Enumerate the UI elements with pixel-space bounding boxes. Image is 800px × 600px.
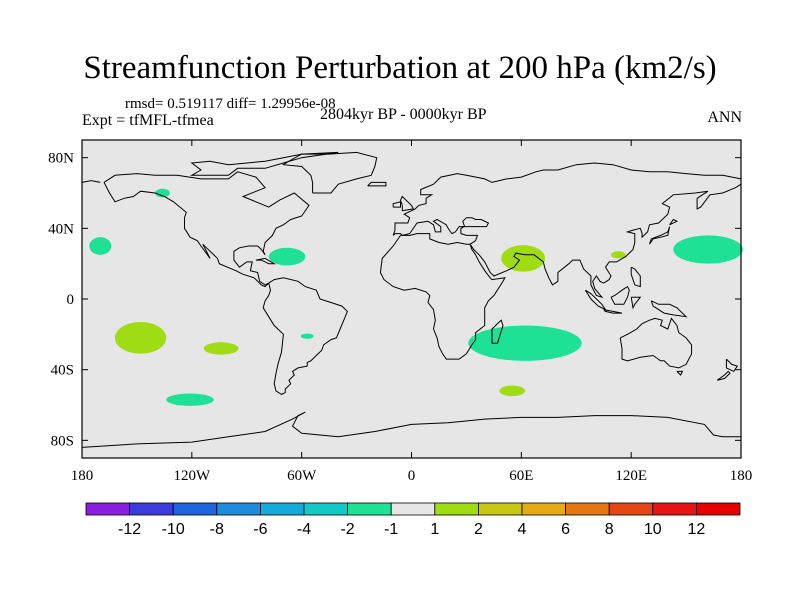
anomaly-patch: [501, 245, 546, 272]
x-tick-label: 60W: [287, 468, 317, 484]
y-tick-label: 40S: [51, 363, 74, 379]
anomaly-patch: [468, 325, 582, 361]
coastline: [650, 300, 688, 318]
map-background: [82, 140, 741, 458]
colorbar-label: 4: [518, 521, 527, 538]
coastline: [610, 285, 630, 305]
coastline: [81, 180, 101, 183]
coastline: [603, 309, 623, 314]
colorbar-label: -6: [253, 521, 267, 538]
x-tick-label: 0: [408, 468, 416, 484]
x-tick-label: 180: [730, 468, 753, 484]
anomaly-patch: [114, 321, 167, 354]
colorbar-label: -2: [340, 521, 354, 538]
colorbar-swatch: [347, 502, 392, 516]
colorbar-label: 1: [430, 521, 439, 538]
anomaly-patch: [673, 235, 743, 264]
colorbar-label: -4: [297, 521, 311, 538]
coastline: [103, 171, 310, 288]
coastline: [392, 201, 401, 208]
anomaly-patch: [499, 385, 525, 397]
chart-title: Streamfunction Perturbation at 200 hPa (…: [83, 50, 717, 86]
axes: 180 120W 60W 0 60E 120E 180 80N 40N 0 40S 80S: [48, 139, 753, 484]
coastline: [649, 226, 671, 245]
colorbar-swatch: [608, 502, 654, 516]
colorbar-swatch: [303, 502, 348, 516]
coastline: [676, 370, 684, 376]
anomaly-patch: [268, 247, 306, 266]
period-label: 2804kyr BP - 0000kyr BP: [320, 106, 487, 123]
coastline: [619, 317, 693, 369]
coastline: [189, 151, 339, 176]
coastline: [469, 183, 742, 299]
colorbar-label: -10: [162, 521, 185, 538]
coastline: [725, 358, 739, 373]
colorbar-label: 12: [688, 521, 706, 538]
season-label: ANN: [707, 109, 742, 126]
experiment-label: Expt = tfMFL-tfmea: [82, 112, 214, 129]
coastline: [399, 195, 415, 212]
colorbar-swatch: [521, 502, 566, 516]
map-layer: [81, 140, 743, 458]
anomaly-patch: [155, 188, 170, 198]
colorbar-label: 8: [605, 521, 614, 538]
coastline: [630, 296, 642, 310]
x-tick-label: 120E: [615, 468, 647, 484]
coastline: [379, 233, 506, 360]
coastline: [630, 266, 641, 288]
colorbar-swatch: [390, 502, 436, 516]
coastline: [367, 181, 387, 187]
coastline: [281, 151, 378, 194]
colorbar-label: -1: [384, 521, 398, 538]
coastline: [255, 257, 277, 265]
anomaly-patch: [203, 342, 239, 355]
y-tick-label: 80S: [51, 433, 74, 449]
colorbar-swatch: [172, 502, 218, 516]
coastline: [81, 411, 741, 448]
coastline: [491, 319, 504, 344]
stats-label: rmsd= 0.519117 diff= 1.29956e-08: [125, 96, 336, 112]
coastline: [262, 277, 348, 395]
anomaly-patch: [300, 333, 314, 339]
colorbar-swatch: [259, 502, 305, 516]
x-tick-label: 60E: [509, 468, 533, 484]
colorbar-label: -12: [118, 521, 141, 538]
colorbar-swatch: [434, 502, 479, 516]
colorbar-label: -8: [210, 521, 224, 538]
colorbar-swatch: [129, 502, 174, 516]
coastline: [716, 370, 731, 381]
anomaly-patch: [89, 237, 112, 255]
anomaly-patch: [611, 251, 626, 259]
colorbar-swatch: [652, 502, 697, 516]
colorbar-swatch: [85, 502, 130, 516]
y-tick-label: 0: [67, 292, 75, 308]
anomaly-patch: [166, 393, 214, 406]
colorbar-swatch: [216, 502, 261, 516]
coastline: [669, 218, 679, 226]
x-tick-label: 180: [71, 468, 94, 484]
x-tick-label: 120W: [173, 468, 211, 484]
colorbar-label: 2: [474, 521, 483, 538]
colorbar: -12 -10 -8 -6 -4 -2 -1 1 2 4 6 8 10 12: [85, 502, 741, 538]
y-tick-label: 80N: [48, 151, 74, 167]
colorbar-swatch: [477, 502, 523, 516]
coastline: [392, 162, 742, 236]
colorbar-label: 6: [561, 521, 570, 538]
colorbar-swatch: [696, 502, 741, 516]
colorbar-label: 10: [644, 521, 662, 538]
colorbar-swatch: [565, 502, 610, 516]
coastline: [392, 217, 490, 245]
y-tick-label: 40N: [48, 221, 74, 237]
